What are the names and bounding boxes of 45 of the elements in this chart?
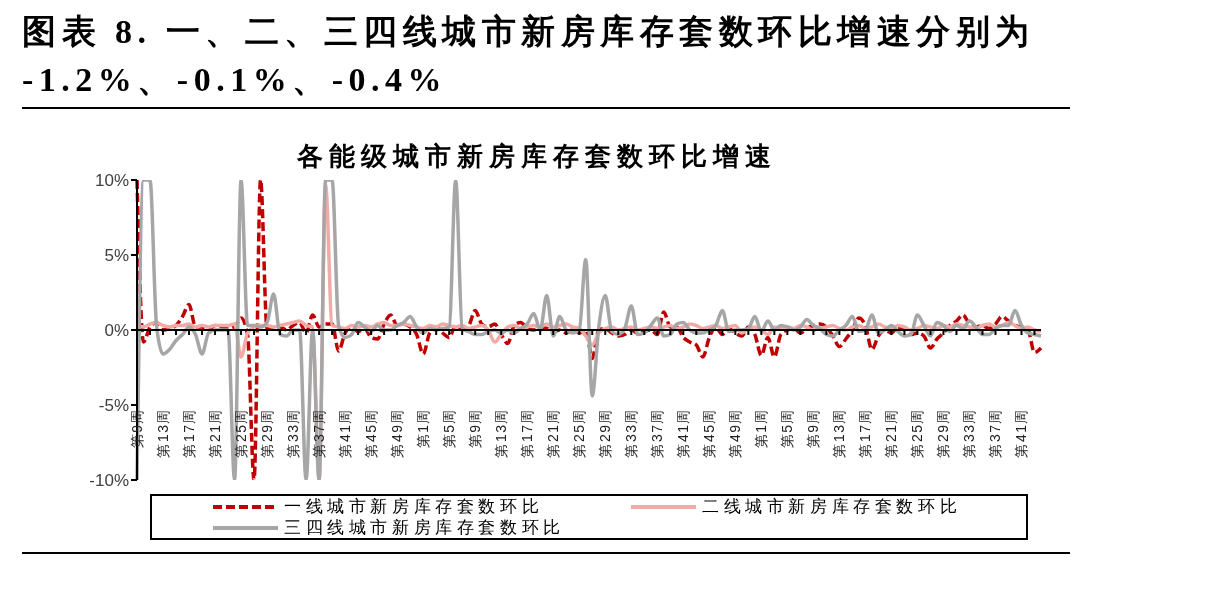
- x-tick-label: 第37周: [987, 408, 1004, 458]
- y-tick-label: 5%: [104, 246, 129, 266]
- x-tick-label: 第33周: [285, 408, 302, 458]
- chart-subtitle: 各能级城市新房库存套数环比增速: [296, 141, 778, 173]
- x-tick-label: 第45周: [363, 408, 380, 458]
- chart-title: 图表 8. 一、二、三四线城市新房库存套数环比增速分别为 -1.2%、-0.1%、-0.4%: [22, 12, 1036, 100]
- x-tick-label: 第9周: [129, 408, 145, 449]
- x-tick-label: 第9周: [467, 408, 484, 449]
- x-tick-label: 第41周: [1013, 408, 1030, 458]
- x-tick-label: 第13周: [155, 408, 172, 458]
- legend-label: 一线城市新房库存套数环比: [284, 496, 544, 517]
- x-tick-label: 第29周: [935, 408, 952, 458]
- x-tick-label: 第25周: [571, 408, 588, 458]
- y-tick-label: 10%: [94, 171, 129, 191]
- x-tick-label: 第1周: [753, 408, 770, 449]
- x-tick-label: 第5周: [779, 408, 796, 449]
- x-tick-label: 第41周: [675, 408, 692, 458]
- legend-label: 三四线城市新房库存套数环比: [284, 517, 565, 538]
- x-tick-label: 第41周: [337, 408, 354, 458]
- x-tick-label: 第25周: [909, 408, 926, 458]
- x-tick-label: 第17周: [181, 408, 198, 458]
- x-tick-label: 第45周: [701, 408, 718, 458]
- x-tick-label: 第21周: [883, 408, 900, 458]
- x-tick-label: 第17周: [519, 408, 536, 458]
- x-tick-label: 第13周: [493, 408, 510, 458]
- x-tick-label: 第29周: [259, 408, 276, 458]
- x-tick-label: 第33周: [961, 408, 978, 458]
- y-tick-label: -10%: [89, 471, 129, 491]
- x-tick-label: 第29周: [597, 408, 614, 458]
- x-tick-label: 第25周: [233, 408, 250, 458]
- x-tick-label: 第49周: [727, 408, 744, 458]
- x-tick-label: 第17周: [857, 408, 874, 458]
- x-tick-label: 第21周: [545, 408, 562, 458]
- y-tick-label: -5%: [98, 396, 129, 416]
- x-tick-label: 第37周: [311, 408, 328, 458]
- x-tick-label: 第33周: [623, 408, 640, 458]
- y-tick-label: 0%: [104, 321, 129, 341]
- x-tick-label: 第9周: [805, 408, 822, 449]
- x-tick-label: 第5周: [441, 408, 458, 449]
- x-tick-label: 第49周: [389, 408, 406, 458]
- x-tick-label: 第13周: [831, 408, 848, 458]
- x-tick-label: 第1周: [415, 408, 432, 449]
- x-tick-label: 第21周: [207, 408, 224, 458]
- legend-label: 二线城市新房库存套数环比: [702, 496, 962, 517]
- x-tick-label: 第37周: [649, 408, 666, 458]
